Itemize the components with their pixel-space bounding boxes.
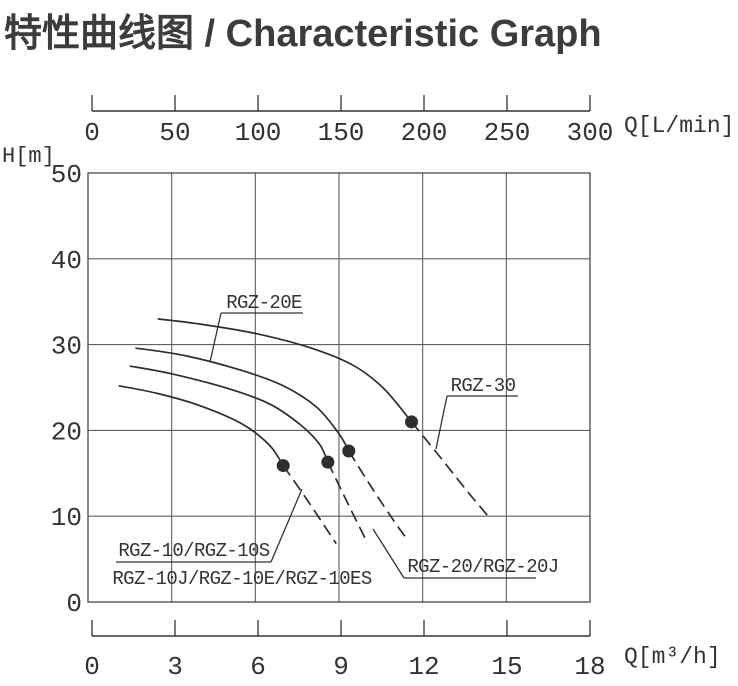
y-axis-tick-label: 20: [51, 417, 82, 447]
y-axis-tick-label: 10: [51, 503, 82, 533]
top-axis-tick-label: 300: [567, 118, 614, 148]
curve-label: RGZ-30: [451, 375, 516, 397]
top-axis-tick-label: 150: [318, 118, 365, 148]
pump-curve-dashed: [327, 461, 368, 543]
pump-curve-solid: [157, 318, 413, 423]
bottom-axis-tick-label: 15: [491, 652, 522, 682]
rated-point-dot: [405, 415, 419, 429]
top-axis-tick-label: 200: [401, 118, 448, 148]
y-axis-tick-label: 40: [51, 246, 82, 276]
plot-border: [87, 172, 591, 603]
top-axis-tick-label: 0: [84, 118, 100, 148]
page-title: 特性曲线图 / Characteristic Graph: [4, 13, 602, 55]
pump-curve-solid: [135, 347, 350, 452]
bottom-axis-tick-label: 0: [84, 652, 100, 682]
curve-label-leader: [209, 312, 222, 363]
bottom-axis-tick-label: 12: [408, 652, 439, 682]
rated-point-dot: [276, 459, 290, 473]
bottom-axis-tick-label: 6: [250, 652, 266, 682]
top-axis-tick-label: 100: [235, 118, 282, 148]
top-axis-tick-label: 250: [484, 118, 531, 148]
bottom-axis-tick-label: 18: [574, 652, 605, 682]
bottom-axis-tick-label: 3: [167, 652, 183, 682]
top-axis-tick-label: 50: [159, 118, 190, 148]
curve-label-leader: [270, 488, 303, 563]
bottom-axis-unit-label: Q[m³/h]: [624, 644, 721, 670]
rated-point-dot: [321, 455, 335, 469]
bottom-axis-tick-label: 9: [333, 652, 349, 682]
y-axis-tick-label: 50: [51, 160, 82, 190]
curve-label: RGZ-10J/RGZ-10E/RGZ-10ES: [112, 568, 371, 590]
pump-curve-solid: [118, 384, 284, 467]
pump-curve-solid: [129, 365, 329, 463]
pump-curve-dashed: [348, 450, 407, 539]
curve-label-leader: [372, 528, 405, 579]
curve-label: RGZ-20E: [226, 292, 302, 314]
top-axis-unit-label: Q[L/min]: [624, 113, 735, 139]
rated-point-dot: [342, 444, 356, 458]
y-axis-unit-label: H[m]: [2, 144, 55, 169]
y-axis-tick-label: 0: [66, 589, 82, 619]
curve-label: RGZ-20/RGZ-20J: [407, 556, 558, 578]
curve-label: RGZ-10/RGZ-10S: [118, 540, 269, 562]
y-axis-tick-label: 30: [51, 332, 82, 362]
pump-curve-dashed: [282, 465, 337, 545]
pump-curve-dashed: [410, 421, 489, 517]
curve-label-leader: [435, 395, 448, 450]
